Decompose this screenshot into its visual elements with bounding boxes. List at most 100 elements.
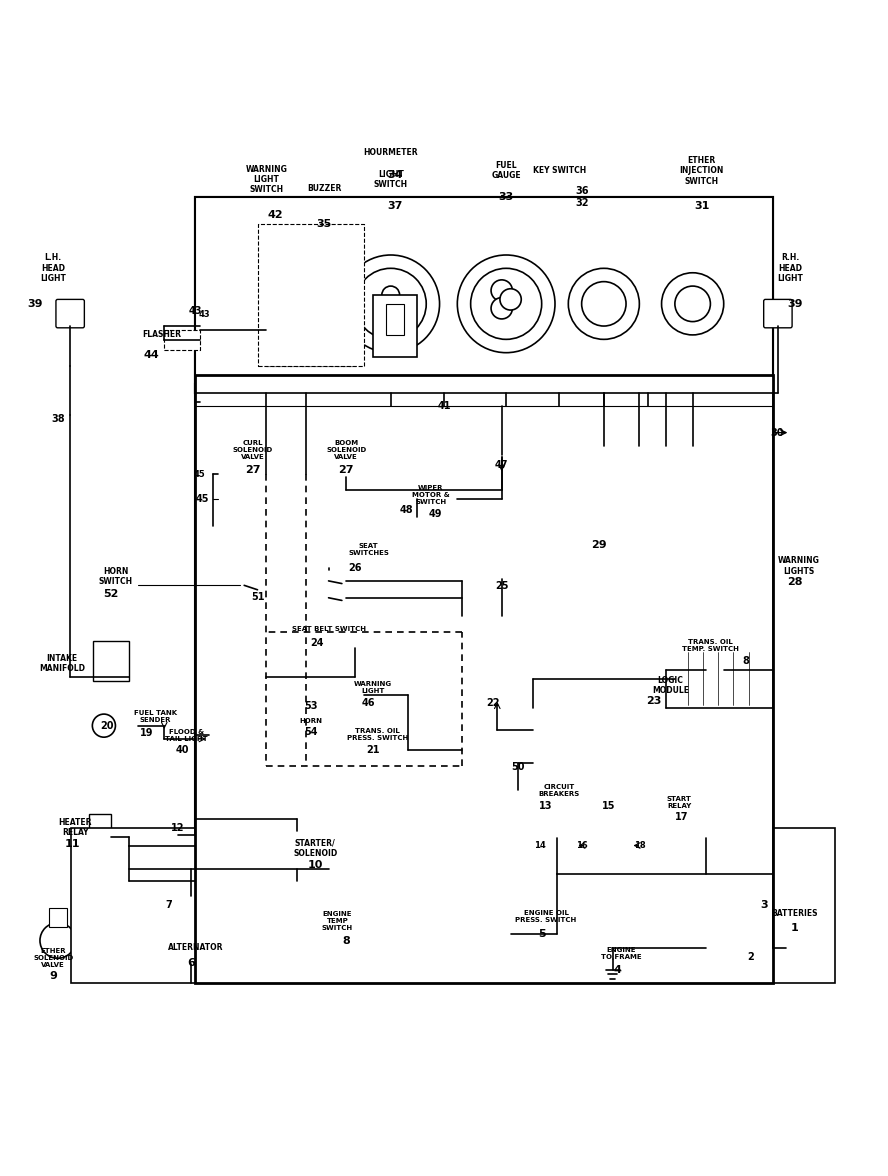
Text: 7: 7 bbox=[165, 900, 172, 910]
Text: TRANS. OIL
PRESS. SWITCH: TRANS. OIL PRESS. SWITCH bbox=[347, 728, 408, 741]
Circle shape bbox=[195, 880, 208, 891]
Circle shape bbox=[790, 926, 805, 940]
Bar bbox=[682, 539, 716, 573]
Text: FUEL
GAUGE: FUEL GAUGE bbox=[491, 161, 521, 180]
Circle shape bbox=[96, 829, 114, 847]
Circle shape bbox=[322, 676, 361, 715]
Text: INTAKE
MANIFOLD: INTAKE MANIFOLD bbox=[39, 654, 85, 673]
Circle shape bbox=[790, 913, 805, 927]
Text: 12: 12 bbox=[170, 823, 185, 833]
Bar bbox=[258, 223, 417, 375]
Circle shape bbox=[471, 268, 542, 340]
Bar bbox=[462, 828, 835, 983]
Text: 21: 21 bbox=[366, 744, 380, 755]
Text: 5: 5 bbox=[538, 929, 546, 940]
Text: 30: 30 bbox=[770, 428, 784, 437]
Text: 31: 31 bbox=[694, 201, 710, 212]
Circle shape bbox=[662, 273, 724, 335]
Circle shape bbox=[500, 289, 521, 310]
Text: 11: 11 bbox=[65, 838, 81, 849]
Text: HEATER
RELAY: HEATER RELAY bbox=[59, 818, 92, 837]
Bar bbox=[682, 576, 716, 610]
Circle shape bbox=[582, 281, 626, 326]
Circle shape bbox=[737, 656, 764, 683]
Circle shape bbox=[697, 656, 724, 683]
Bar bbox=[607, 539, 641, 573]
Circle shape bbox=[750, 926, 765, 940]
Text: 40: 40 bbox=[175, 744, 189, 755]
Text: 27: 27 bbox=[245, 465, 261, 475]
Bar bbox=[195, 375, 773, 983]
Text: 28: 28 bbox=[787, 576, 803, 587]
Bar bbox=[542, 559, 568, 575]
Text: 23: 23 bbox=[646, 696, 662, 706]
Text: CURL
SOLENOID
VALVE: CURL SOLENOID VALVE bbox=[233, 440, 274, 460]
Text: 19: 19 bbox=[139, 728, 154, 737]
Circle shape bbox=[313, 924, 345, 956]
Bar bbox=[607, 576, 641, 610]
Text: R.H.
HEAD
LIGHT: R.H. HEAD LIGHT bbox=[777, 253, 804, 283]
Text: ENGINE
TO FRAME: ENGINE TO FRAME bbox=[601, 948, 642, 961]
Text: 33: 33 bbox=[498, 193, 514, 202]
Circle shape bbox=[40, 923, 75, 958]
Circle shape bbox=[182, 880, 194, 891]
Circle shape bbox=[315, 584, 342, 612]
Text: STARTER/
SOLENOID: STARTER/ SOLENOID bbox=[293, 838, 337, 857]
Bar bbox=[533, 539, 567, 573]
Circle shape bbox=[593, 803, 604, 815]
Text: CIRCUIT
BREAKERS: CIRCUIT BREAKERS bbox=[539, 784, 580, 797]
Circle shape bbox=[331, 632, 349, 649]
Text: 51: 51 bbox=[250, 592, 265, 602]
Text: 43: 43 bbox=[188, 306, 202, 316]
Text: 9: 9 bbox=[50, 971, 57, 981]
Text: FLASHER: FLASHER bbox=[142, 330, 181, 340]
Circle shape bbox=[92, 714, 115, 737]
Circle shape bbox=[655, 811, 673, 829]
Bar bbox=[49, 908, 67, 927]
Text: WARNING
LIGHTS: WARNING LIGHTS bbox=[778, 556, 821, 575]
Text: FLOOD &
TAIL LIGHT: FLOOD & TAIL LIGHT bbox=[165, 729, 208, 742]
Circle shape bbox=[457, 255, 555, 353]
Bar bbox=[586, 781, 635, 838]
Circle shape bbox=[669, 811, 686, 829]
Circle shape bbox=[504, 763, 531, 789]
Text: KEY SWITCH: KEY SWITCH bbox=[533, 166, 586, 175]
Text: 26: 26 bbox=[348, 562, 362, 573]
Circle shape bbox=[382, 286, 400, 303]
Circle shape bbox=[360, 632, 377, 649]
Bar bbox=[195, 383, 773, 943]
Circle shape bbox=[349, 488, 370, 510]
Text: 43: 43 bbox=[198, 310, 210, 319]
Text: SEAT
SWITCHES: SEAT SWITCHES bbox=[348, 543, 389, 556]
Text: 2: 2 bbox=[747, 951, 754, 962]
Circle shape bbox=[169, 908, 213, 953]
Bar bbox=[266, 485, 289, 519]
Text: 14: 14 bbox=[534, 841, 546, 850]
Circle shape bbox=[157, 896, 225, 963]
Text: LIGHT
SWITCH: LIGHT SWITCH bbox=[374, 169, 408, 189]
Bar bbox=[533, 576, 567, 610]
Circle shape bbox=[491, 280, 512, 301]
Bar bbox=[533, 781, 582, 838]
Bar bbox=[195, 198, 773, 393]
Bar bbox=[373, 295, 417, 358]
Text: 18: 18 bbox=[633, 841, 646, 850]
Bar bbox=[579, 559, 606, 575]
Text: 34: 34 bbox=[387, 171, 403, 180]
Text: 54: 54 bbox=[304, 727, 318, 737]
Circle shape bbox=[218, 488, 244, 514]
Text: 8: 8 bbox=[742, 656, 749, 666]
FancyBboxPatch shape bbox=[764, 300, 792, 328]
Text: 53: 53 bbox=[304, 701, 318, 711]
Text: START
RELAY: START RELAY bbox=[667, 796, 692, 809]
Text: 37: 37 bbox=[387, 201, 403, 212]
Circle shape bbox=[568, 268, 639, 340]
Circle shape bbox=[682, 811, 700, 829]
Circle shape bbox=[235, 576, 253, 594]
Bar bbox=[786, 901, 821, 949]
Text: 29: 29 bbox=[591, 541, 607, 550]
FancyBboxPatch shape bbox=[56, 300, 84, 328]
Text: 1: 1 bbox=[791, 923, 798, 933]
Circle shape bbox=[355, 268, 426, 340]
Bar bbox=[164, 330, 200, 350]
